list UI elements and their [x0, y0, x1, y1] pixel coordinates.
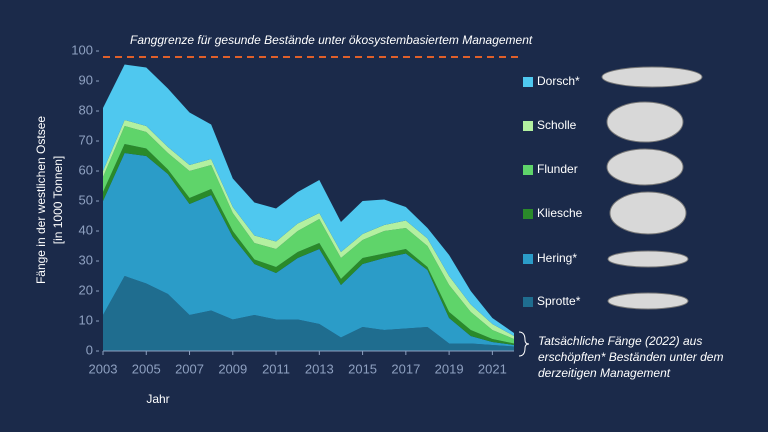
fish-icons — [601, 66, 703, 310]
area — [103, 144, 514, 345]
x-tick-label: 2015 — [348, 361, 377, 376]
legend-label: Scholle — [537, 118, 577, 132]
legend-swatch — [523, 165, 533, 175]
x-tick-label: 2019 — [435, 361, 464, 376]
y-tick-label: 70 — [79, 132, 93, 147]
x-tick-label: 2003 — [89, 361, 118, 376]
x-tick-label: 2017 — [391, 361, 420, 376]
x-tick-label: 2007 — [175, 361, 204, 376]
y-tick-label: 60 — [79, 162, 93, 177]
area — [103, 126, 514, 344]
x-tick-label: 2021 — [478, 361, 507, 376]
y-axis-label: [in 1000 Tonnen] — [51, 156, 65, 245]
area — [103, 276, 514, 351]
y-tick-label: 100 — [71, 42, 93, 57]
reference-label: Fanggrenze für gesunde Bestände unter ök… — [130, 33, 533, 47]
x-tick-label: 2013 — [305, 361, 334, 376]
legend-swatch — [523, 77, 533, 87]
legend-label: Kliesche — [537, 206, 583, 220]
bracket — [518, 331, 530, 357]
x-tick-label: 2011 — [262, 361, 290, 376]
y-tick-label: 0 — [86, 342, 93, 357]
y-tick-label: 30 — [79, 252, 93, 267]
y-tick-label: 50 — [79, 192, 93, 207]
y-tick-label: 20 — [79, 282, 93, 297]
y-tick-label: 40 — [79, 222, 93, 237]
legend-label: Hering* — [537, 251, 577, 265]
annotation: Tatsächliche Fänge (2022) aus — [538, 334, 702, 348]
area — [103, 64, 514, 336]
legend-swatch — [523, 209, 533, 219]
x-tick-label: 2005 — [132, 361, 161, 376]
legend-label: Sprotte* — [537, 294, 581, 308]
annotation: erschöpften* Beständen unter dem — [538, 350, 723, 364]
legend-label: Dorsch* — [537, 74, 580, 88]
y-tick-label: 10 — [79, 312, 93, 327]
x-tick-label: 2009 — [218, 361, 247, 376]
y-tick-label: 80 — [79, 102, 93, 117]
legend-swatch — [523, 254, 533, 264]
area — [103, 153, 514, 347]
y-tick-label: 90 — [79, 72, 93, 87]
legend-swatch — [523, 297, 533, 307]
legend-label: Flunder — [537, 162, 578, 176]
y-axis-label: Fänge in der westlichen Ostsee — [34, 116, 48, 284]
x-axis-label: Jahr — [146, 392, 169, 406]
legend-swatch — [523, 121, 533, 131]
annotation: derzeitigen Management — [538, 366, 671, 380]
